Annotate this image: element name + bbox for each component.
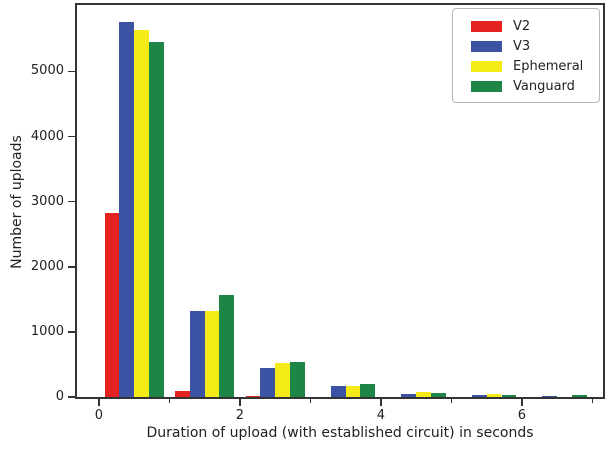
- x-axis-label: Duration of upload (with established cir…: [146, 425, 534, 441]
- x-minor-tick: [591, 399, 593, 403]
- legend: V2 V3 Ephemeral Vanguard: [452, 8, 600, 103]
- bar-vanguard-bin0: [148, 41, 164, 397]
- bar-v3-bin3: [330, 385, 346, 397]
- legend-swatch-icon: [471, 21, 502, 32]
- legend-swatch-icon: [471, 81, 502, 92]
- y-tick: [68, 266, 75, 268]
- y-tick-label: 1000: [30, 323, 64, 339]
- bar-v2-bin2: [245, 395, 261, 397]
- bar-v2-bin0: [104, 212, 120, 397]
- y-tick-label: 4000: [30, 128, 64, 144]
- legend-item-v3: V3: [471, 37, 591, 56]
- legend-label: V3: [513, 39, 531, 54]
- legend-swatch-icon: [471, 41, 502, 52]
- x-tick: [521, 399, 523, 406]
- bar-v3-bin4: [401, 393, 417, 397]
- bar-ephemeral-bin3: [345, 386, 361, 397]
- y-tick: [68, 331, 75, 333]
- bar-ephemeral-bin5: [486, 393, 502, 397]
- y-tick-label: 0: [55, 389, 64, 404]
- x-tick: [380, 399, 382, 406]
- y-tick-label: 2000: [30, 258, 64, 274]
- bar-vanguard-bin4: [431, 393, 446, 397]
- y-tick: [68, 70, 75, 73]
- x-minor-tick: [309, 399, 311, 403]
- x-tick-label: 0: [94, 408, 104, 423]
- y-tick: [68, 200, 75, 203]
- legend-swatch-icon: [471, 61, 502, 72]
- bar-v3-bin5: [471, 395, 487, 397]
- legend-label: Ephemeral: [513, 59, 584, 74]
- bar-vanguard-bin1: [219, 295, 235, 397]
- bar-ephemeral-bin6: [557, 396, 572, 397]
- y-tick-label: 5000: [30, 63, 64, 79]
- bar-v3-bin6: [542, 395, 558, 397]
- legend-item-ephemeral: Ephemeral: [471, 57, 591, 76]
- x-tick-label: 6: [517, 408, 527, 423]
- x-tick: [98, 399, 100, 406]
- x-minor-tick: [450, 399, 452, 403]
- y-axis-label: Number of uploads: [9, 135, 25, 269]
- bar-ephemeral-bin2: [275, 362, 290, 397]
- bar-v3-bin2: [260, 368, 276, 397]
- bar-ephemeral-bin4: [416, 392, 431, 397]
- legend-label: Vanguard: [513, 79, 575, 94]
- bar-v3-bin1: [189, 311, 205, 397]
- bar-v3-bin0: [119, 21, 135, 397]
- legend-item-v2: V2: [471, 17, 591, 36]
- bar-v2-bin1: [175, 391, 190, 397]
- bar-vanguard-bin2: [289, 361, 305, 397]
- y-tick: [68, 396, 75, 398]
- bar-vanguard-bin5: [501, 395, 517, 397]
- bar-vanguard-bin3: [360, 383, 376, 397]
- x-tick-label: 2: [235, 408, 245, 423]
- bar-ephemeral-bin0: [134, 29, 149, 397]
- bar-vanguard-bin6: [572, 395, 587, 397]
- y-tick-label: 3000: [30, 193, 64, 209]
- legend-item-vanguard: Vanguard: [471, 77, 591, 96]
- bar-ephemeral-bin1: [204, 311, 220, 397]
- x-tick: [239, 399, 241, 406]
- x-minor-tick: [168, 399, 170, 403]
- y-tick: [68, 135, 75, 138]
- x-tick-label: 4: [376, 408, 386, 423]
- legend-label: V2: [513, 19, 531, 34]
